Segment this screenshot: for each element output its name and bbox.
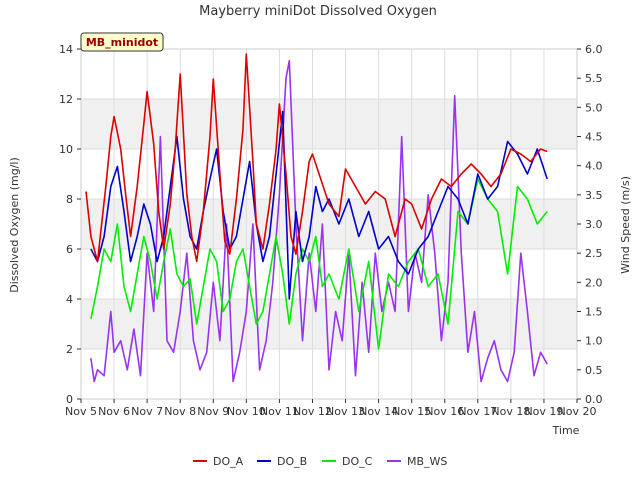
x-tick-label: Nov 19 (524, 405, 563, 418)
legend-label: DO_C (342, 455, 373, 468)
x-tick-label: Nov 12 (293, 405, 332, 418)
y2-tick-label: 5.0 (585, 101, 603, 114)
x-axis-label: Time (552, 424, 580, 437)
y-tick-label: 12 (59, 93, 73, 106)
x-tick-label: Nov 7 (131, 405, 163, 418)
plot-band (81, 299, 577, 349)
y-tick-label: 2 (66, 343, 73, 356)
y2-tick-label: 2.0 (585, 276, 603, 289)
grid-lines (80, 48, 578, 400)
x-tick-label: Nov 17 (458, 405, 497, 418)
y2-tick-label: 2.5 (585, 247, 603, 260)
legend-label: MB_WS (407, 455, 447, 468)
y-axis-right: 0.0 0.5 1.0 1.5 2.0 2.5 3.0 3.5 4.0 4.5 5.0 5.5 6.0 (577, 43, 603, 406)
x-tick-label: Nov 11 (260, 405, 299, 418)
y-tick-label: 4 (66, 293, 73, 306)
x-tick-label: Nov 10 (227, 405, 266, 418)
y-axis-left: 0 2 4 6 8 10 12 14 (59, 43, 81, 406)
x-tick-label: Nov 14 (359, 405, 398, 418)
y2-tick-label: 1.5 (585, 306, 603, 319)
series-line-do-c (90, 178, 548, 350)
legend-label: DO_A (213, 455, 244, 468)
x-tick-label: Nov 5 (65, 405, 97, 418)
y-tick-label: 0 (66, 393, 73, 406)
y2-axis-label: Wind Speed (m/s) (619, 176, 632, 274)
y-tick-label: 10 (59, 143, 73, 156)
y2-tick-label: 6.0 (585, 43, 603, 56)
x-tick-label: Nov 18 (491, 405, 530, 418)
x-tick-label: Nov 13 (326, 405, 365, 418)
legend-label: DO_B (277, 455, 307, 468)
y2-tick-label: 1.0 (585, 335, 603, 348)
y2-tick-label: 0.5 (585, 364, 603, 377)
y2-tick-label: 4.0 (585, 160, 603, 173)
series-line-do-a (85, 53, 548, 263)
y-tick-label: 6 (66, 243, 73, 256)
chart-title: Mayberry miniDot Dissolved Oxygen (199, 4, 437, 19)
badge-label: MB_minidot (86, 36, 158, 49)
legend: DO_A DO_B DO_C MB_WS (193, 455, 447, 468)
y2-tick-label: 0.0 (585, 393, 603, 406)
series-group (85, 53, 548, 383)
y-tick-label: 14 (59, 43, 73, 56)
x-tick-label: Nov 9 (197, 405, 229, 418)
plot-band (81, 99, 577, 149)
y2-tick-label: 4.5 (585, 131, 603, 144)
y2-tick-label: 3.5 (585, 189, 603, 202)
y2-tick-label: 5.5 (585, 72, 603, 85)
y-tick-label: 8 (66, 193, 73, 206)
x-tick-label: Nov 8 (164, 405, 196, 418)
badge: MB_minidot (80, 32, 164, 52)
series-line-mb-ws (90, 59, 548, 383)
x-tick-label: Nov 16 (425, 405, 464, 418)
x-tick-label: Nov 6 (98, 405, 130, 418)
y2-tick-label: 3.0 (585, 218, 603, 231)
x-tick-label: Nov 15 (392, 405, 431, 418)
x-tick-label: Nov 20 (558, 405, 597, 418)
plot-bands (81, 99, 577, 349)
series-line-do-b (90, 110, 548, 300)
y-axis-label: Dissolved Oxygen (mg/l) (8, 157, 21, 292)
